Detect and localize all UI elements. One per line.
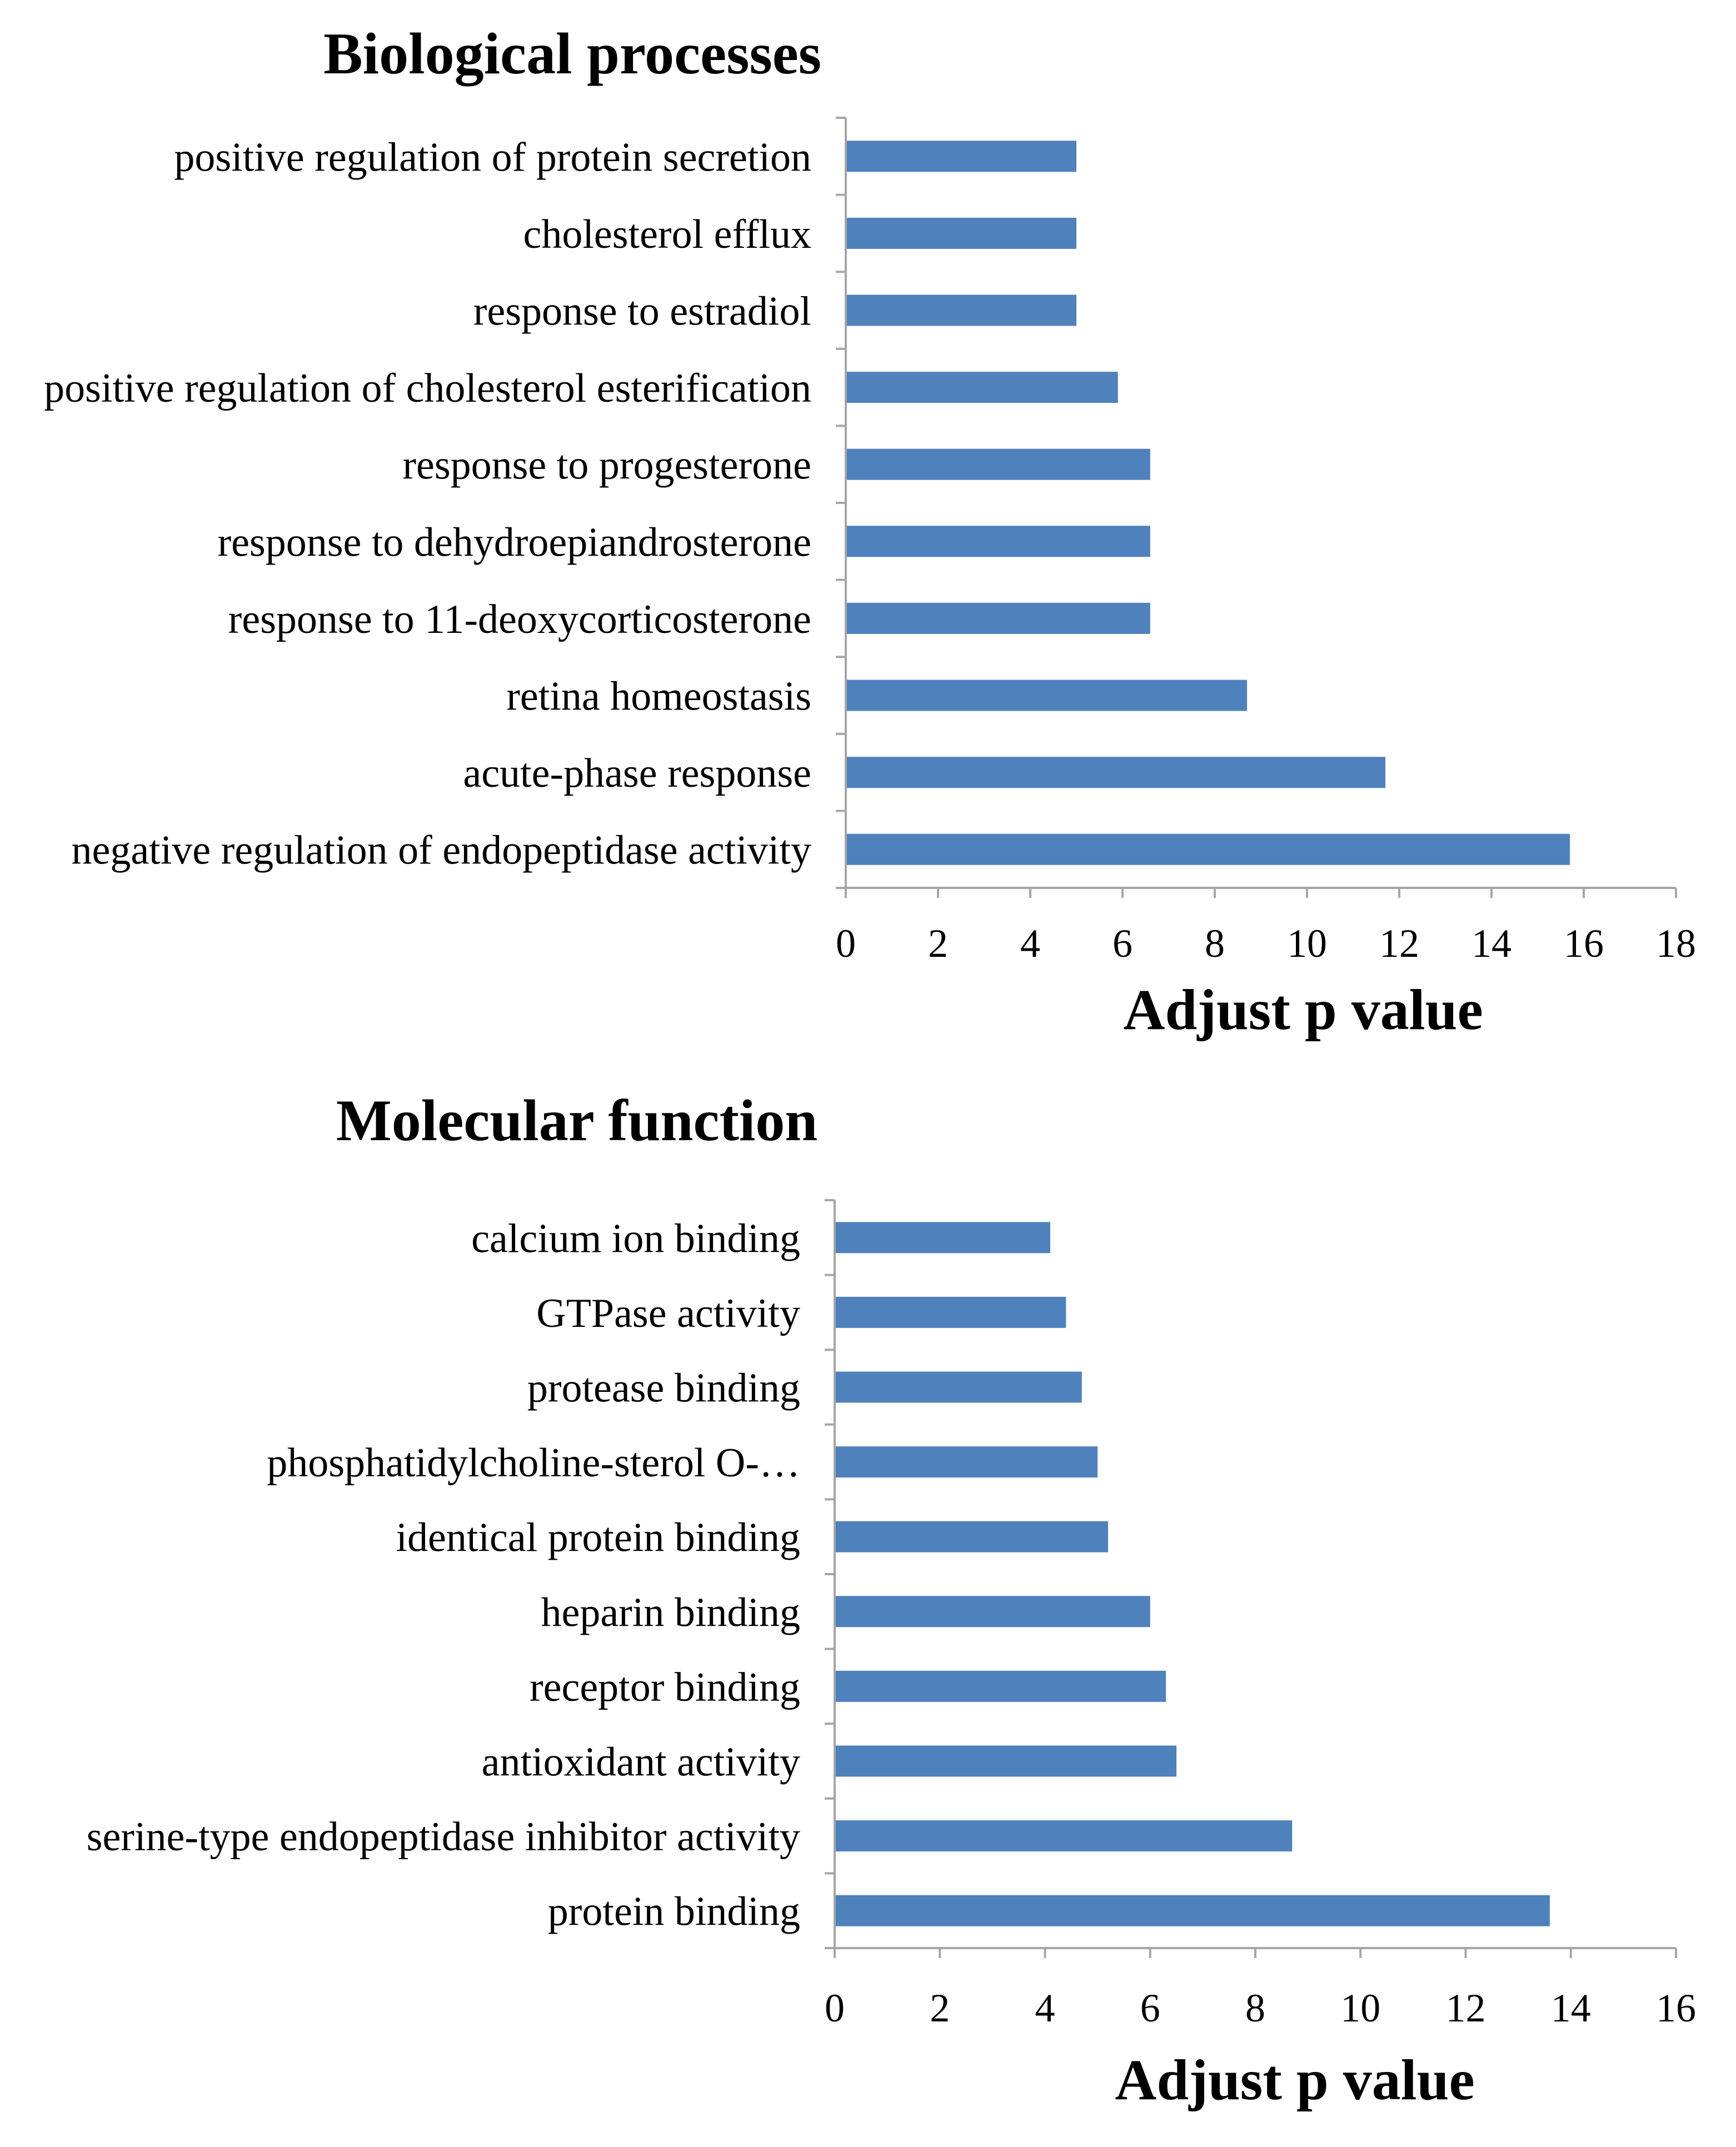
bar xyxy=(846,217,1076,249)
category-label: protein binding xyxy=(548,1889,800,1935)
biological-processes-chart: Biological processes positive regulation … xyxy=(44,21,1696,1042)
category-label: identical protein binding xyxy=(396,1515,801,1561)
category-label: serine-type endopeptidase inhibitor acti… xyxy=(87,1814,800,1860)
x-axis-title: Adjust p value xyxy=(1115,2048,1474,2112)
category-label: cholesterol efflux xyxy=(523,212,811,257)
bar xyxy=(846,448,1150,480)
category-label: response to progesterone xyxy=(402,443,811,488)
bar xyxy=(835,1222,1050,1254)
x-tick-label: 16 xyxy=(1564,921,1604,966)
category-label: retina homeostasis xyxy=(506,674,811,720)
x-tick-label: 4 xyxy=(1035,1986,1055,2030)
x-tick-label: 10 xyxy=(1287,921,1327,966)
category-label: negative regulation of endopeptidase act… xyxy=(71,828,811,873)
x-tick-label: 12 xyxy=(1379,921,1419,966)
category-label: receptor binding xyxy=(530,1665,800,1710)
bar xyxy=(835,1670,1166,1702)
x-tick-label: 12 xyxy=(1446,1986,1486,2030)
x-tick-label: 8 xyxy=(1205,921,1225,966)
x-tick-label: 6 xyxy=(1140,1986,1160,2030)
x-tick-label: 14 xyxy=(1551,1986,1591,2030)
bar xyxy=(846,141,1076,172)
bar xyxy=(835,1596,1150,1627)
bar xyxy=(835,1371,1082,1403)
x-tick-label: 8 xyxy=(1245,1986,1265,2030)
category-label: heparin binding xyxy=(541,1590,800,1635)
x-tick-label: 0 xyxy=(825,1986,845,2030)
chart-title: Biological processes xyxy=(323,21,821,86)
bar xyxy=(846,372,1118,403)
category-label: antioxidant activity xyxy=(482,1740,800,1785)
bar xyxy=(835,1895,1550,1926)
category-label: phosphatidylcholine-sterol O-… xyxy=(267,1440,800,1486)
category-label: response to estradiol xyxy=(473,289,811,334)
bar xyxy=(835,1296,1066,1328)
x-tick-label: 2 xyxy=(928,921,948,966)
x-tick-label: 18 xyxy=(1656,921,1696,966)
x-tick-label: 10 xyxy=(1340,1986,1380,2030)
x-tick-label: 6 xyxy=(1113,921,1133,966)
x-tick-label: 16 xyxy=(1656,1986,1696,2030)
x-tick-label: 0 xyxy=(836,921,856,966)
category-label: positive regulation of cholesterol ester… xyxy=(44,366,811,411)
bar xyxy=(846,602,1150,634)
x-tick-label: 2 xyxy=(930,1986,950,2030)
x-tick-label: 4 xyxy=(1020,921,1040,966)
category-label: calcium ion binding xyxy=(471,1216,800,1261)
bar xyxy=(835,1745,1177,1777)
bar xyxy=(846,680,1248,711)
category-label: acute-phase response xyxy=(463,751,811,796)
x-tick-label: 14 xyxy=(1471,921,1511,966)
bar xyxy=(846,294,1076,326)
bar xyxy=(835,1521,1109,1552)
bar xyxy=(835,1446,1098,1478)
category-label: response to 11-deoxycorticosterone xyxy=(228,597,811,642)
chart-title: Molecular function xyxy=(336,1088,818,1153)
x-axis-title: Adjust p value xyxy=(1123,978,1483,1042)
bar xyxy=(846,757,1386,788)
category-label: positive regulation of protein secretion xyxy=(174,134,811,180)
molecular-function-chart: Molecular function calcium ion binding GTP… xyxy=(87,1088,1696,2112)
bar xyxy=(846,526,1150,557)
category-label: response to dehydroepiandrosterone xyxy=(217,520,811,565)
category-label: protease binding xyxy=(527,1366,800,1411)
category-label: GTPase activity xyxy=(536,1291,800,1336)
bar xyxy=(846,833,1570,865)
bar xyxy=(835,1820,1293,1852)
